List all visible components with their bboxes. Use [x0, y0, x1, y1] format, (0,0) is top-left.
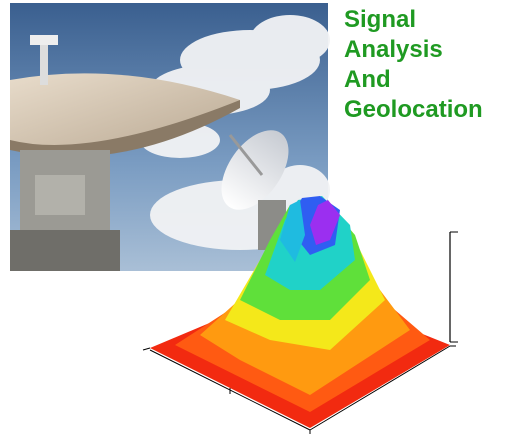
title-line: Geolocation	[344, 96, 483, 123]
title: Signal Analysis And Geolocation	[344, 6, 483, 123]
title-line: And	[344, 66, 391, 93]
title-line: Signal	[344, 6, 416, 33]
page: Signal Analysis And Geolocation	[0, 0, 531, 434]
title-line: Analysis	[344, 36, 443, 63]
